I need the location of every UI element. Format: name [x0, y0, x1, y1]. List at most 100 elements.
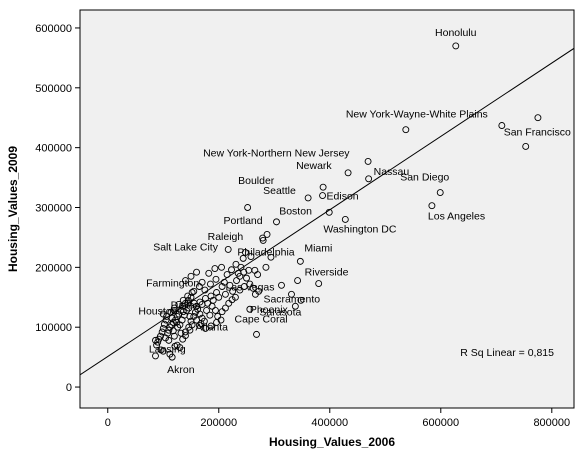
data-point: [183, 306, 191, 314]
data-point: [223, 271, 231, 278]
data-point: [179, 308, 187, 316]
data-point: [185, 304, 193, 312]
data-point: [255, 287, 263, 295]
data-point: [208, 302, 216, 310]
r-squared-annotation: R Sq Linear = 0,815: [460, 347, 554, 359]
point-label: Newark: [296, 160, 332, 172]
point-label: Miami: [304, 242, 332, 254]
point-label: Houston: [138, 305, 177, 317]
data-point-labeled: [325, 208, 333, 216]
data-point-labeled: [291, 302, 299, 310]
data-point: [152, 336, 159, 344]
y-axis-title: Housing_Values_2009: [6, 146, 20, 272]
data-point: [182, 277, 189, 284]
x-tick-label: 800000: [533, 417, 570, 429]
point-label: Washington DC: [323, 223, 397, 235]
data-point-labeled: [402, 126, 410, 134]
data-point: [175, 301, 183, 308]
fit-line: [80, 47, 574, 376]
data-point-labeled: [184, 299, 192, 307]
data-point: [182, 328, 189, 336]
point-label: Dallas: [171, 299, 200, 311]
data-point-labeled: [224, 245, 232, 253]
point-label: Atlanta: [195, 321, 228, 333]
data-point: [207, 322, 215, 330]
data-point: [228, 266, 235, 274]
point-label: Salt Lake City: [153, 241, 219, 253]
data-point: [211, 265, 219, 273]
data-point: [232, 260, 240, 268]
data-point-labeled: [428, 202, 436, 210]
data-point-labeled: [344, 169, 352, 177]
point-labels: Honolulu New York-Wayne-White Plains San F…: [138, 27, 571, 376]
data-point: [201, 324, 209, 332]
data-point: [229, 287, 237, 295]
data-point-labeled: [246, 305, 254, 313]
data-point: [207, 292, 215, 300]
data-point: [294, 277, 302, 284]
data-point: [218, 283, 226, 290]
data-point-labeled: [341, 216, 349, 223]
y-tick-label: 200000: [35, 262, 72, 274]
chart-marks: [80, 42, 574, 376]
point-label: Lansing: [149, 343, 186, 355]
data-point: [244, 204, 252, 211]
data-point-labeled: [278, 281, 285, 289]
data-point: [193, 268, 201, 276]
data-point: [206, 280, 214, 288]
data-point: [297, 296, 305, 304]
point-label: Boston: [279, 205, 312, 217]
point-label: Boulder: [238, 175, 275, 187]
data-point: [249, 284, 257, 292]
data-point: [169, 327, 177, 335]
data-point-labeled: [522, 143, 530, 150]
point-label: Raleigh: [208, 231, 244, 243]
data-point-labeled: [319, 192, 327, 199]
data-point-labeled: [171, 342, 179, 350]
data-point: [247, 253, 255, 261]
data-point-labeled: [259, 234, 267, 242]
point-label: Nassau: [374, 166, 410, 178]
data-point: [176, 344, 184, 352]
data-point: [174, 323, 182, 331]
data-point: [158, 328, 166, 336]
data-point: [197, 320, 205, 328]
data-point: [190, 287, 198, 295]
data-point: [170, 304, 178, 312]
y-tick-label: 100000: [35, 322, 72, 334]
data-point-labeled: [304, 194, 312, 202]
data-point: [262, 263, 270, 271]
point-label: Akron: [167, 364, 195, 376]
data-point: [534, 114, 542, 122]
point-label: Sacramento: [263, 293, 320, 305]
point-label: Edison: [327, 191, 359, 203]
data-point: [184, 292, 192, 300]
point-label: Riverside: [305, 267, 349, 279]
data-point: [162, 316, 170, 324]
data-point-labeled: [364, 157, 372, 165]
data-point: [246, 280, 254, 288]
point-label: Honolulu: [435, 27, 477, 39]
data-point: [188, 289, 196, 296]
data-point: [153, 341, 161, 349]
point-label: Cape Coral: [235, 313, 288, 325]
data-point: [498, 122, 506, 129]
data-point: [155, 335, 163, 343]
data-point: [231, 293, 239, 301]
y-tick-label: 400000: [35, 143, 72, 155]
data-point: [226, 281, 234, 289]
data-point: [243, 274, 250, 282]
data-point: [165, 336, 173, 344]
data-point: [236, 286, 244, 294]
point-label: Las Vegas: [225, 281, 274, 293]
y-tick-label: 500000: [35, 83, 72, 95]
data-point-labeled: [365, 175, 373, 183]
point-label: New York-Wayne-White Plains: [346, 109, 488, 121]
y-tick-label: 600000: [35, 23, 72, 35]
y-tick-label: 300000: [35, 203, 72, 215]
data-point: [154, 338, 162, 346]
data-point: [160, 320, 168, 328]
data-point-labeled: [288, 290, 295, 298]
